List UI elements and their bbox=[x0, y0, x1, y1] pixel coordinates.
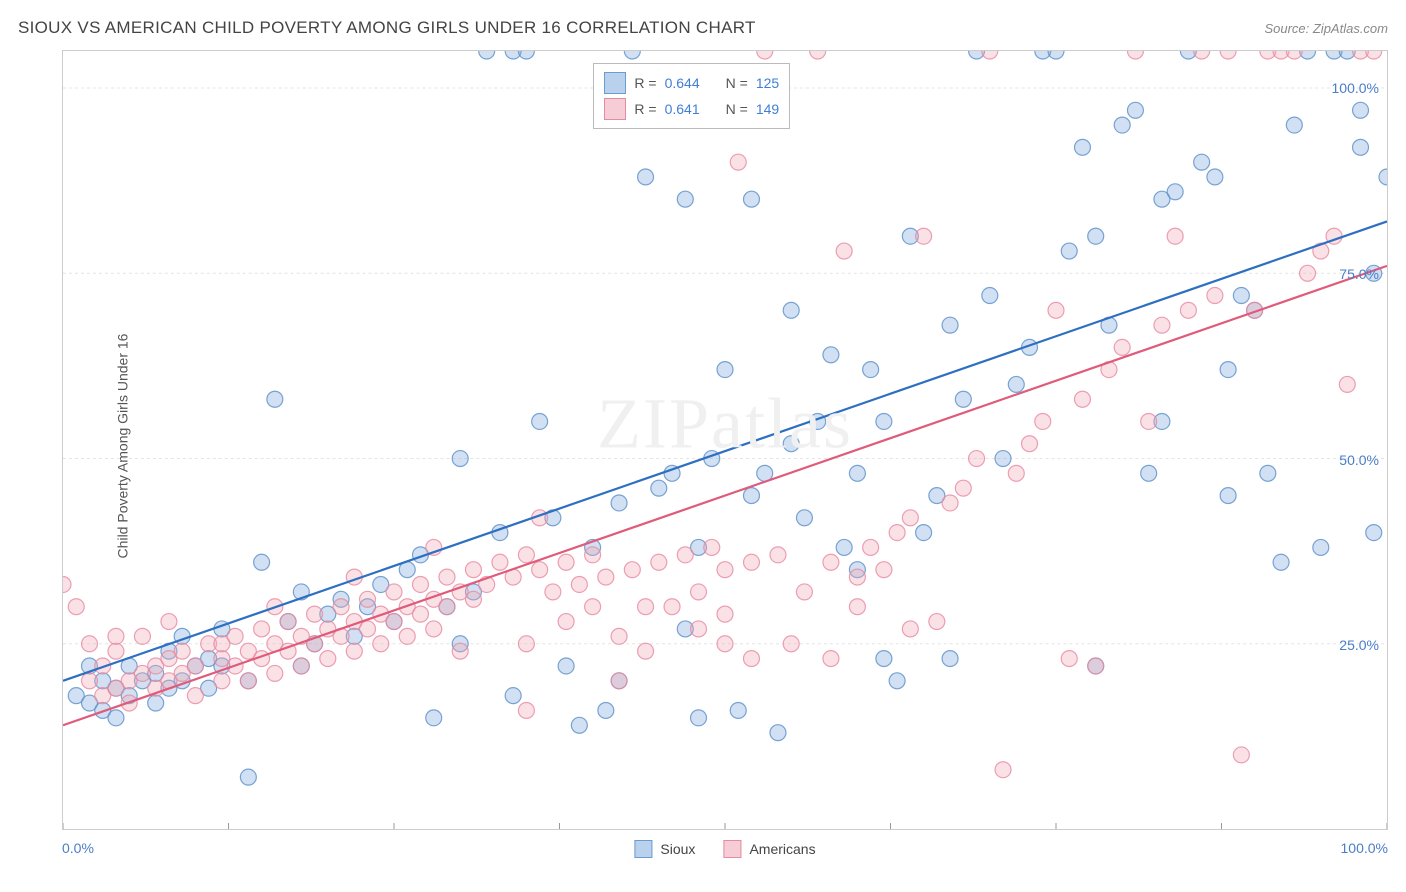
source-credit: Source: ZipAtlas.com bbox=[1264, 21, 1388, 36]
legend-swatch-icon bbox=[723, 840, 741, 858]
y-tick-label: 75.0% bbox=[1339, 266, 1379, 282]
y-tick-label: 50.0% bbox=[1339, 452, 1379, 468]
legend-swatch-icon bbox=[604, 72, 626, 94]
correlation-legend: R = 0.644 N = 125 R = 0.641 N = 149 bbox=[593, 63, 790, 129]
n-label: N = bbox=[726, 75, 748, 91]
n-value: 149 bbox=[756, 101, 779, 117]
y-tick-label: 100.0% bbox=[1332, 80, 1379, 96]
r-label: R = bbox=[634, 75, 656, 91]
legend-item: Americans bbox=[723, 840, 815, 858]
header-row: SIOUX VS AMERICAN CHILD POVERTY AMONG GI… bbox=[18, 18, 1388, 38]
chart-title: SIOUX VS AMERICAN CHILD POVERTY AMONG GI… bbox=[18, 18, 756, 38]
legend-swatch-icon bbox=[634, 840, 652, 858]
x-axis-row: 0.0% Sioux Americans 100.0% bbox=[62, 840, 1388, 870]
legend-swatch-icon bbox=[604, 98, 626, 120]
r-value: 0.644 bbox=[665, 75, 700, 91]
r-label: R = bbox=[634, 101, 656, 117]
legend-item: Sioux bbox=[634, 840, 695, 858]
correlation-legend-row: R = 0.641 N = 149 bbox=[604, 96, 779, 122]
x-axis-max-label: 100.0% bbox=[1341, 840, 1388, 856]
r-value: 0.641 bbox=[665, 101, 700, 117]
legend-label: Americans bbox=[749, 841, 815, 857]
n-value: 125 bbox=[756, 75, 779, 91]
source-prefix: Source: bbox=[1264, 21, 1312, 36]
correlation-legend-row: R = 0.644 N = 125 bbox=[604, 70, 779, 96]
plot-svg bbox=[63, 51, 1387, 829]
series-legend: Sioux Americans bbox=[634, 840, 815, 858]
source-name: ZipAtlas.com bbox=[1313, 21, 1388, 36]
legend-label: Sioux bbox=[660, 841, 695, 857]
y-tick-label: 25.0% bbox=[1339, 637, 1379, 653]
n-label: N = bbox=[726, 101, 748, 117]
x-axis-min-label: 0.0% bbox=[62, 840, 94, 856]
plot-area: ZIPatlas 25.0%50.0%75.0%100.0% R =0.644N… bbox=[62, 50, 1388, 830]
